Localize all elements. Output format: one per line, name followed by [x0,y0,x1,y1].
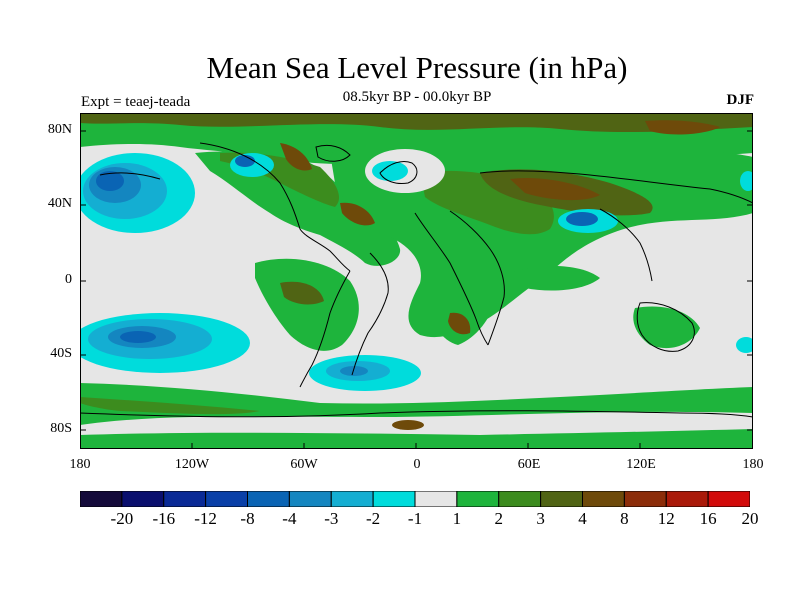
colorbar-label: -1 [407,509,423,528]
africa-brown [448,312,471,335]
southern-dark-band [80,397,260,415]
indian-ocean-green [510,266,600,291]
map-ticks [80,130,753,449]
lon-label-180w: 180 [69,457,91,472]
colorbar-box [456,491,500,507]
colorbar-box [288,491,332,507]
australia-green [633,306,700,349]
lon-label-60e: 60E [517,457,541,472]
lon-label-0: 0 [413,457,421,472]
chart-title: Mean Sea Level Pressure (in hPa) [206,50,628,85]
lat-label-80n: 80N [47,122,72,137]
colorbar-box [80,491,123,507]
colorbar-box [540,491,584,507]
coastlines [80,142,753,418]
lat-label-80s: 80S [50,421,72,436]
colorbar-label: 2 [494,509,504,528]
atlantic-brown [340,202,375,226]
colorbar-label: -16 [152,509,176,528]
north-pacific-blue [96,171,124,191]
east-asia-cyan [740,171,753,191]
chart-subtitle: 08.5kyr BP - 00.0kyr BP [342,89,492,105]
south-america-green [255,258,359,351]
greenland-cyan [372,161,408,181]
colorbar-box [121,491,165,507]
south-atlantic-blue [340,366,368,376]
antarctic-brown [392,420,424,430]
experiment-label: Expt = teaej-teada [81,94,191,110]
colorbar-label: 3 [536,509,545,528]
colorbar-label: 8 [620,509,629,528]
colorbar-box [582,491,625,507]
colorbar-label: 12 [657,509,675,528]
season-label: DJF [726,92,755,108]
arctic-olive [80,113,753,133]
colorbar-label: 16 [699,509,717,528]
lat-label-0: 0 [65,272,72,287]
colorbar-label: 4 [578,509,587,528]
colorbar-box [372,491,416,507]
arctic-brown [645,120,720,135]
colorbar-box [707,491,750,507]
colorbar-box [414,491,458,507]
colorbar-box [330,491,374,507]
north-america-brown [280,143,312,171]
colorbar-label: -3 [324,509,339,528]
pressure-map [80,113,753,449]
south-america-olive [280,281,324,305]
hudson-blue [235,155,255,167]
lat-label-40n: 40N [47,196,72,211]
colorbar [80,491,750,507]
south-pacific-blue [120,331,156,343]
colorbar-label: -4 [282,509,297,528]
nz-cyan [736,337,753,353]
colorbar-label: -2 [366,509,381,528]
colorbar-label: -20 [110,509,134,528]
colorbar-box [247,491,290,507]
colorbar-label: -12 [194,509,217,528]
colorbar-label: 20 [741,509,759,528]
lon-label-180e: 180 [742,457,764,472]
lat-label-40s: 40S [50,346,72,361]
north-america-green [195,151,401,266]
lon-label-120w: 120W [174,457,210,472]
colorbar-box [163,491,207,507]
lon-label-60w: 60W [290,457,318,472]
lon-label-120e: 120E [626,457,656,472]
colorbar-box [665,491,709,507]
colorbar-box [205,491,249,507]
colorbar-box [623,491,667,507]
antarctic-green [80,429,753,449]
asia-brown [510,177,600,201]
colorbar-label: -8 [240,509,255,528]
colorbar-box [498,491,542,507]
colorbar-label: 1 [452,509,462,528]
tibet-blue [566,212,598,226]
